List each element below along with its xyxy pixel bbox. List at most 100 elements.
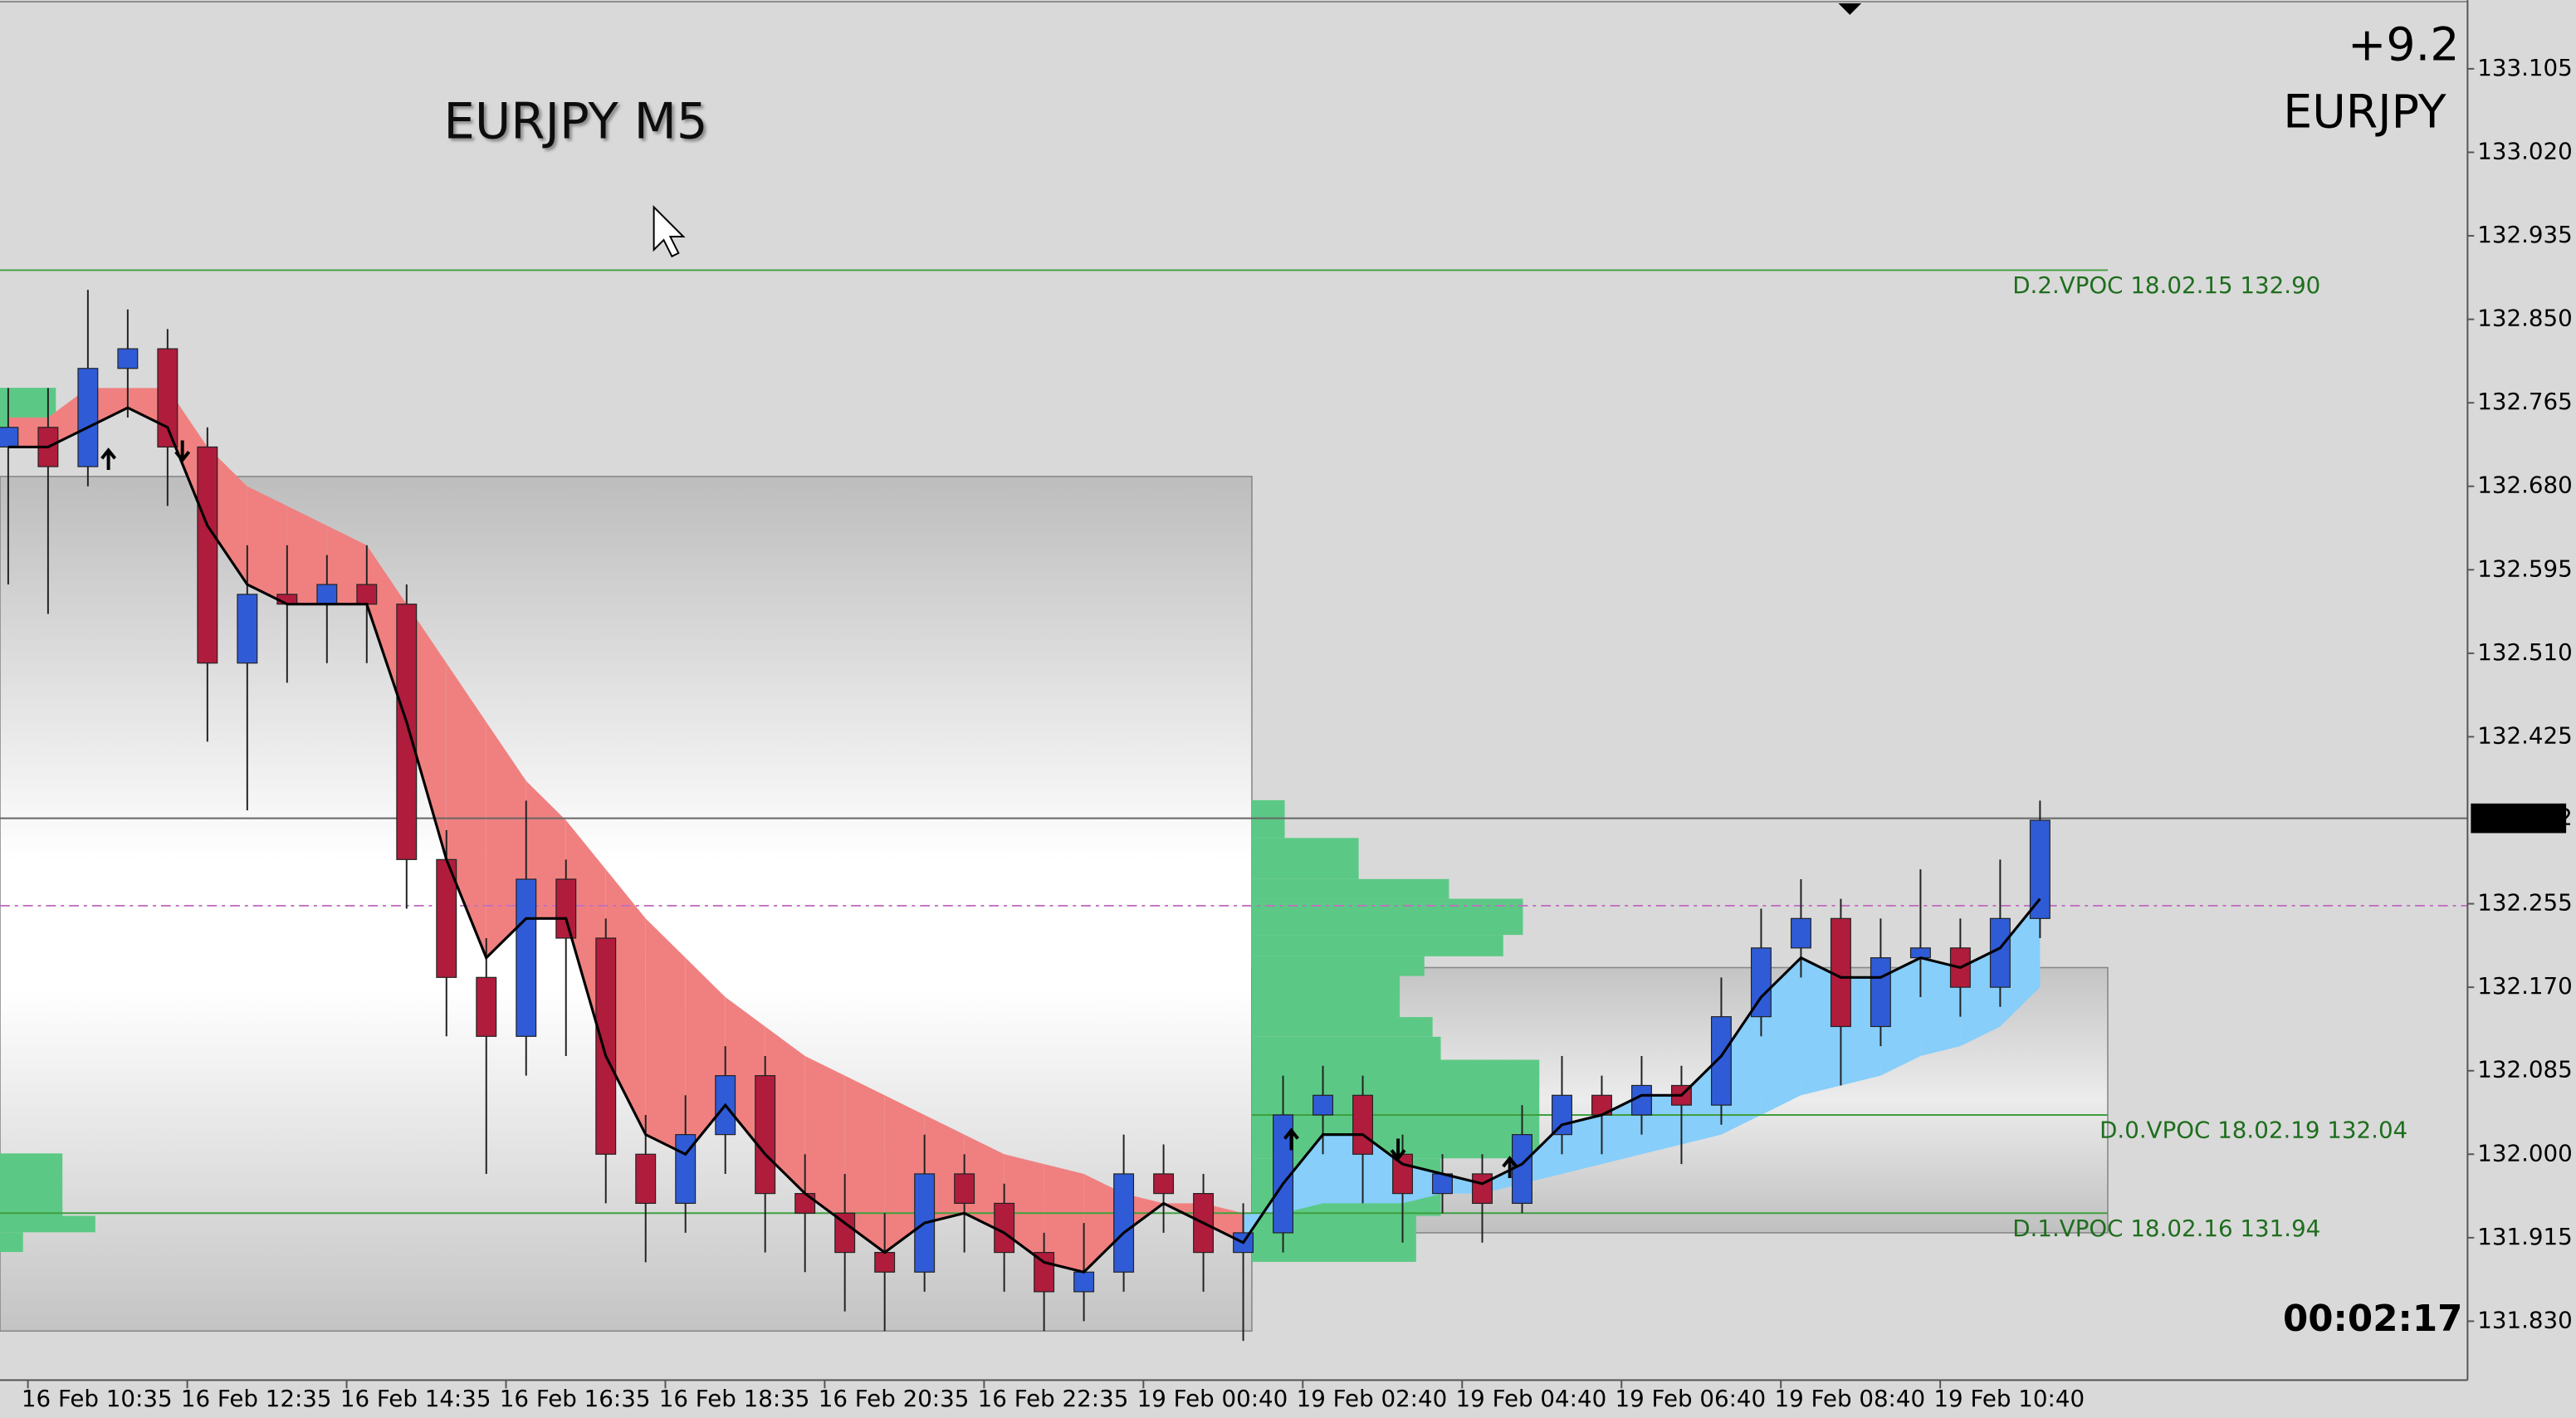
profile-bar xyxy=(1251,975,1400,1018)
shift-marker xyxy=(1838,3,1862,15)
current-price-box xyxy=(2471,803,2567,834)
y-axis-area xyxy=(2467,0,2576,1418)
profile-bar xyxy=(1251,898,1523,936)
candle-body xyxy=(1750,947,1772,1018)
chart-title: EURJPY M5 xyxy=(443,93,707,150)
profile-bar xyxy=(0,1153,63,1216)
candle-body xyxy=(1989,917,2011,988)
cloud-segment xyxy=(844,1075,885,1253)
candle-body xyxy=(1870,957,1891,1028)
y-tick-label: 132.425 xyxy=(2477,721,2573,749)
x-tick-label: 16 Feb 18:35 xyxy=(659,1385,810,1412)
up-arrow xyxy=(1283,1127,1299,1151)
vpoc-label: D.0.VPOC 18.02.19 132.04 xyxy=(2099,1117,2407,1144)
profile-bar xyxy=(1251,1036,1441,1060)
change: +9.2 xyxy=(2348,19,2460,72)
candle-body xyxy=(1352,1094,1374,1155)
y-tick-label: 133.105 xyxy=(2477,54,2573,81)
x-tick-label: 19 Feb 04:40 xyxy=(1456,1385,1607,1412)
cloud-segment xyxy=(2000,898,2041,1027)
profile-bar xyxy=(1251,935,1503,956)
candle-body xyxy=(276,594,298,605)
candle-body xyxy=(237,594,258,664)
candle-body xyxy=(1312,1094,1334,1116)
candle-body xyxy=(197,446,218,664)
candle-body xyxy=(77,368,99,467)
candle-body xyxy=(1273,1114,1294,1234)
profile-bar xyxy=(1251,838,1359,879)
x-tick-label: 19 Feb 08:40 xyxy=(1774,1385,1925,1412)
x-tick-label: 16 Feb 14:35 xyxy=(340,1385,491,1412)
profile-bar xyxy=(1251,878,1449,899)
x-tick-label: 16 Feb 12:35 xyxy=(181,1385,332,1412)
x-tick-label: 16 Feb 16:35 xyxy=(500,1385,651,1412)
moving-average xyxy=(7,406,2041,1274)
candle-body xyxy=(555,878,577,939)
x-tick-label: 19 Feb 06:40 xyxy=(1615,1385,1767,1412)
levels xyxy=(0,269,2468,1215)
candle-body xyxy=(356,584,378,605)
candle-body xyxy=(1909,947,1931,959)
candle-body xyxy=(1153,1173,1175,1195)
y-tick-label: 132.170 xyxy=(2477,972,2573,1000)
down-arrow xyxy=(1390,1138,1406,1161)
y-tick-label: 132.765 xyxy=(2477,388,2573,415)
candle-body xyxy=(834,1212,856,1254)
candle-body xyxy=(1512,1134,1532,1205)
candle-body xyxy=(2029,819,2051,919)
vpoc-label: D.1.VPOC 18.02.16 131.94 xyxy=(2012,1215,2320,1242)
candle-body xyxy=(476,976,497,1037)
y-tick-label: 131.830 xyxy=(2477,1306,2573,1333)
cloud-segment xyxy=(446,663,486,958)
candle-body xyxy=(794,1193,816,1214)
up-arrow xyxy=(1502,1156,1518,1178)
y-tick-label: 133.020 xyxy=(2477,137,2573,164)
candle-body xyxy=(1710,1016,1732,1106)
symbol: EURJPY xyxy=(2283,86,2446,139)
y-tick-label: 132.850 xyxy=(2477,305,2573,332)
candle-body xyxy=(316,584,338,605)
x-tick-label: 19 Feb 00:40 xyxy=(1137,1385,1288,1412)
candle-body xyxy=(0,427,19,448)
candle-body xyxy=(396,604,418,860)
y-tick-label: 132.510 xyxy=(2477,638,2573,666)
y-tick-label: 132.935 xyxy=(2477,221,2573,248)
candle-body xyxy=(1830,917,1851,1028)
candle-body xyxy=(1073,1271,1095,1293)
signals xyxy=(100,440,1518,1178)
profile-bar xyxy=(1251,956,1425,976)
candle-body xyxy=(874,1251,896,1273)
y-tick-label: 132.000 xyxy=(2477,1139,2573,1166)
x-tick-label: 19 Feb 10:40 xyxy=(1933,1385,2085,1412)
x-tick-label: 16 Feb 20:35 xyxy=(819,1385,970,1412)
y-tick-label: 131.915 xyxy=(2477,1223,2573,1250)
candle-body xyxy=(1552,1094,1572,1136)
x-tick-label: 16 Feb 22:35 xyxy=(978,1385,1129,1412)
profile-bar xyxy=(0,1232,23,1253)
y-tick-label: 132.085 xyxy=(2477,1056,2573,1083)
candle-body xyxy=(595,937,617,1155)
down-arrow xyxy=(174,440,191,463)
candles xyxy=(0,290,2051,1342)
candle-body xyxy=(755,1075,776,1195)
candle-body xyxy=(954,1173,975,1205)
profile-bar xyxy=(0,1215,95,1233)
y-tick-label: 132.680 xyxy=(2477,472,2573,499)
candle-body xyxy=(1631,1084,1652,1116)
cloud-segment xyxy=(1044,1164,1084,1273)
candle-body xyxy=(157,348,178,448)
candle-body xyxy=(994,1202,1015,1254)
up-arrow xyxy=(100,447,117,471)
candle-body xyxy=(1472,1173,1493,1205)
profile-bar xyxy=(1251,1059,1540,1159)
vpoc-label: D.2.VPOC 18.02.15 132.90 xyxy=(2012,271,2320,299)
x-tick-label: 16 Feb 10:35 xyxy=(22,1385,173,1412)
candle-body xyxy=(117,348,139,369)
cloud-segment xyxy=(247,486,287,604)
candle-body xyxy=(516,878,537,1037)
cloud-segment xyxy=(286,506,327,604)
x-tick-label: 19 Feb 02:40 xyxy=(1297,1385,1448,1412)
